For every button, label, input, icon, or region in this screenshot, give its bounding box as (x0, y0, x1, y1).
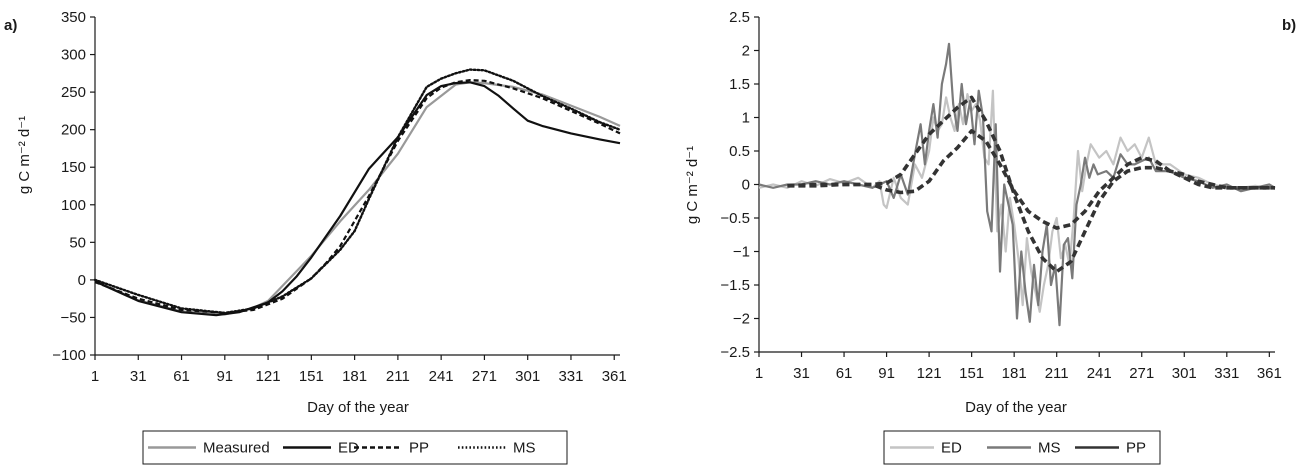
panel-b-y-tick-label: 2 (742, 43, 750, 60)
panel-b-legend: ED MS PP (883, 430, 1161, 465)
legend-label-measured: Measured (203, 440, 270, 457)
panel-a-series-pp-line (94, 79, 621, 314)
panel-b-y-tick-label: 0 (742, 177, 750, 194)
legend-label-ms: MS (1038, 440, 1061, 457)
panel-a-series-ms-line (93, 68, 622, 315)
panel-b-y-tick-label: 0.5 (729, 143, 750, 160)
panel-a-x-tick-label: 361 (602, 368, 627, 385)
panel-a-y-tick-label: 150 (61, 159, 86, 176)
panel-a-x-tick-label: 181 (342, 368, 367, 385)
panel-b-x-tick-label: 1 (755, 365, 763, 382)
panel-b-y-tick-label: −1 (733, 244, 750, 261)
legend-label-pp: PP (409, 440, 429, 457)
panel-a-y-tick-label: −100 (52, 347, 86, 364)
panel-a-x-tick-label: 31 (130, 368, 147, 385)
panel-a-x-tick-label: 1 (91, 368, 99, 385)
panel-b-y-tick-label: 2.5 (729, 9, 750, 26)
panel-a-series-ed-line (94, 81, 621, 317)
panel-b-chart: b) g C m⁻² d⁻¹ Day of the year −2.5 −2 −1.… (684, 9, 1296, 465)
panel-a-x-tick-label: 61 (173, 368, 190, 385)
panel-b-x-tick-label: 31 (793, 365, 810, 382)
panel-b-x-axis-title: Day of the year (965, 399, 1067, 416)
panel-b-x-tick-label: 301 (1172, 365, 1197, 382)
panel-b-x-tick-label: 61 (836, 365, 853, 382)
panel-a-x-tick-label: 151 (299, 368, 324, 385)
panel-b-axes: −2.5 −2 −1.5 −1 −0.5 0 0.5 1 1.5 2 2.5 1 31 61 91 121 15… (720, 9, 1281, 382)
panel-b-y-axis-title: g C m⁻² d⁻¹ (684, 146, 701, 224)
panel-b-x-tick-label: 91 (878, 365, 895, 382)
panel-b-series-ed-line (758, 89, 1275, 313)
panel-a-legend: Measured ED PP MS (142, 430, 568, 465)
panel-b-x-tick-label: 121 (917, 365, 942, 382)
panel-a-y-tick-label: −50 (61, 309, 86, 326)
panel-a-y-tick-label: 50 (69, 234, 86, 251)
legend-label-pp: PP (1126, 440, 1146, 457)
panel-b-y-tick-label: −1.5 (720, 277, 750, 294)
panel-a-y-tick-label: 0 (78, 272, 86, 289)
panel-a-y-tick-label: 350 (61, 9, 86, 26)
panel-a-x-tick-label: 301 (515, 368, 540, 385)
panel-a-x-tick-label: 271 (472, 368, 497, 385)
panel-b-x-tick-label: 151 (959, 365, 984, 382)
panel-a-x-tick-label: 331 (558, 368, 583, 385)
panel-b-y-tick-label: −2.5 (720, 344, 750, 361)
panel-a-letter: a) (4, 17, 17, 34)
panel-b-y-tick-label: 1.5 (729, 76, 750, 93)
panel-b-x-tick-label: 331 (1214, 365, 1239, 382)
panel-b-series-lines (758, 42, 1276, 327)
panel-a-y-tick-label: 250 (61, 84, 86, 101)
panel-a-y-tick-label: 200 (61, 122, 86, 139)
panel-b-series-ms-line (758, 42, 1276, 327)
panel-b-x-tick-label: 271 (1129, 365, 1154, 382)
panel-b-x-tick-label: 361 (1257, 365, 1282, 382)
panel-b-letter: b) (1282, 17, 1296, 34)
panel-a-series-measured-line (94, 81, 621, 316)
panel-b-x-tick-label: 241 (1087, 365, 1112, 382)
legend-label-ed: ED (338, 440, 359, 457)
panel-a-x-tick-label: 121 (256, 368, 281, 385)
panel-a-x-tick-label: 211 (386, 368, 410, 385)
panel-b-series-pp-2-line (787, 129, 1275, 230)
legend-label-ms: MS (513, 440, 536, 457)
panel-a-y-tick-label: 300 (61, 47, 86, 64)
panel-a-axes: −100 −50 0 50 100 150 200 250 300 350 1 31 61 91 121 15… (52, 9, 627, 385)
panel-b-y-tick-label: −2 (733, 311, 750, 328)
panel-a-series-lines (93, 68, 622, 317)
panel-a-x-tick-label: 91 (216, 368, 233, 385)
panel-b-x-tick-label: 181 (1002, 365, 1027, 382)
panel-b-y-tick-label: 1 (742, 110, 750, 127)
panel-a-y-tick-label: 100 (61, 197, 86, 214)
panel-a-y-axis-title: g C m⁻² d⁻¹ (16, 116, 33, 194)
legend-label-ed: ED (941, 440, 962, 457)
panel-a-x-tick-label: 241 (429, 368, 454, 385)
panel-a-chart: a) g C m⁻² d⁻¹ Day of the year −100 −50 0 5… (4, 9, 627, 465)
panel-b-y-tick-label: −0.5 (720, 210, 750, 227)
panel-a-x-axis-title: Day of the year (307, 399, 409, 416)
panel-b-series-pp-line (787, 95, 1275, 274)
panel-b-x-tick-label: 211 (1045, 365, 1069, 382)
